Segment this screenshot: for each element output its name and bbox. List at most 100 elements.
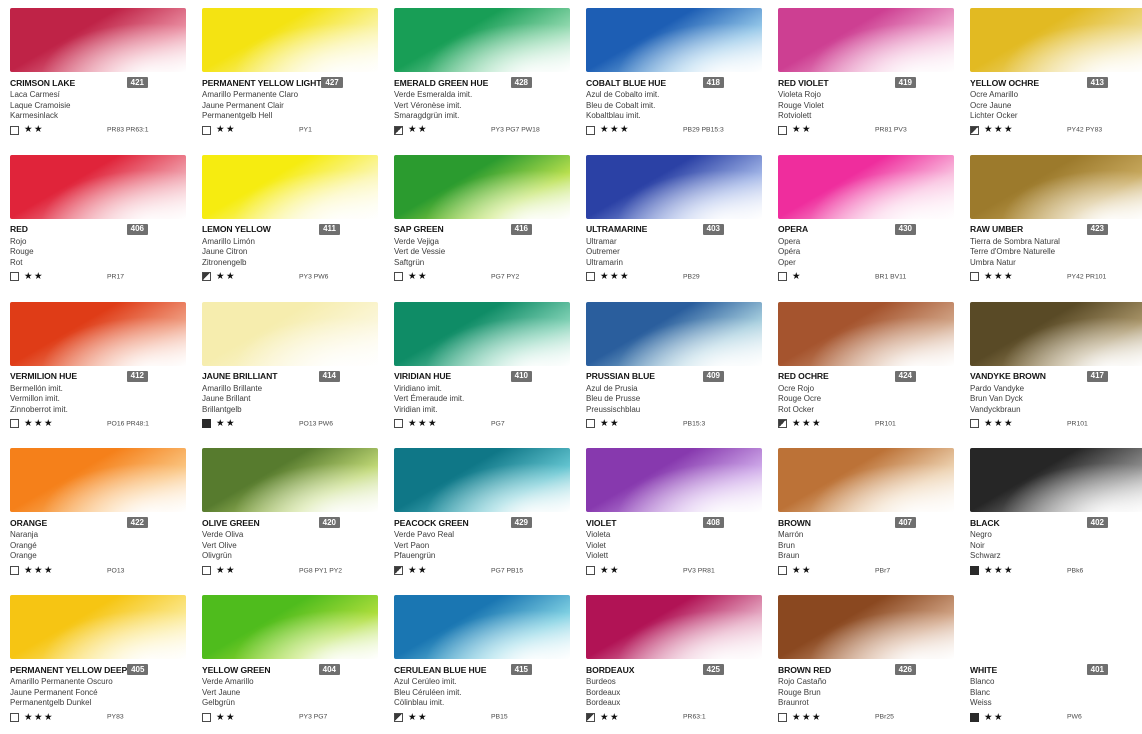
color-card: CERULEAN BLUE HUE 415 Azul Cerúleo imit.… xyxy=(384,587,576,734)
color-name-french: Vert de Vessie xyxy=(394,247,446,257)
color-name-french: Opéra xyxy=(778,247,801,257)
lightfastness-stars: ★★★ xyxy=(792,711,823,723)
watercolor-swatch xyxy=(10,448,186,513)
color-properties: ★★ PG7 PB15 xyxy=(394,565,570,576)
color-name-spanish: Rojo xyxy=(10,236,27,246)
lightfastness-stars: ★ xyxy=(792,271,803,283)
watercolor-swatch xyxy=(778,448,954,513)
color-name-german: Oper xyxy=(778,257,796,267)
color-name-french: Vert Véronèse imit. xyxy=(394,100,462,110)
color-name-spanish: Amarillo Limón xyxy=(202,236,255,246)
pigment-codes: PO16 PR48:1 xyxy=(107,420,149,428)
color-card: OLIVE GREEN 420 Verde Oliva Vert Olive O… xyxy=(192,440,384,587)
color-card: YELLOW GREEN 404 Verde Amarillo Vert Jau… xyxy=(192,587,384,734)
color-properties: ★★ PY1 xyxy=(202,125,378,136)
color-header: WHITE 401 xyxy=(970,664,1108,676)
opacity-box-icon xyxy=(202,419,211,429)
color-name: WHITE xyxy=(970,664,998,675)
color-card: VIOLET 408 Violeta Violet Violett ★★ PV3… xyxy=(576,440,768,587)
opacity-box-icon xyxy=(10,566,19,576)
color-header: BROWN RED 426 xyxy=(778,664,916,676)
color-name-german: Rotviolett xyxy=(778,111,812,121)
lightfastness-stars: ★★★ xyxy=(24,417,55,429)
opacity-box-icon xyxy=(970,712,979,722)
color-name: ORANGE xyxy=(10,517,48,528)
color-header: RAW UMBER 423 xyxy=(970,223,1108,235)
color-properties: ★★ PB15:3 xyxy=(586,418,762,429)
color-name-german: Vandyckbraun xyxy=(970,404,1021,414)
color-header: VERMILION HUE 412 xyxy=(10,370,148,382)
color-header: LEMON YELLOW 411 xyxy=(202,223,340,235)
pigment-codes: PY83 xyxy=(107,713,124,721)
lightfastness-stars: ★★ xyxy=(984,711,1005,723)
pigment-codes: PY42 PR101 xyxy=(1067,273,1107,281)
opacity-box-icon xyxy=(586,125,595,135)
lightfastness-stars: ★★ xyxy=(408,564,429,576)
color-header: OPERA 430 xyxy=(778,223,916,235)
color-header: ORANGE 422 xyxy=(10,517,148,529)
color-name: ULTRAMARINE xyxy=(586,224,648,235)
color-name-german: Weiss xyxy=(970,698,992,708)
color-header: BROWN 407 xyxy=(778,517,916,529)
color-name: PERMANENT YELLOW LIGHT xyxy=(202,77,322,88)
color-properties: ★★★ PB29 xyxy=(586,271,762,282)
color-name-german: Viridian imit. xyxy=(394,404,438,414)
opacity-box-icon xyxy=(10,419,19,429)
color-name-spanish: Laca Carmesí xyxy=(10,90,60,99)
pigment-codes: PR101 xyxy=(1067,420,1088,428)
color-code-badge: 406 xyxy=(126,223,148,235)
color-name-spanish: Ultramar xyxy=(586,236,617,246)
watercolor-swatch xyxy=(586,154,762,219)
pigment-codes: PY42 PY83 xyxy=(1067,126,1103,134)
color-name-spanish: Violeta xyxy=(586,530,611,540)
color-name-german: Preussischblau xyxy=(586,404,641,414)
color-name: PERMANENT YELLOW DEEP xyxy=(10,664,128,675)
color-name: VERMILION HUE xyxy=(10,371,77,382)
color-name: PEACOCK GREEN xyxy=(394,517,469,528)
lightfastness-stars: ★★★ xyxy=(600,124,631,136)
lightfastness-stars: ★★ xyxy=(216,124,237,136)
color-code-badge: 407 xyxy=(894,517,916,529)
color-code-badge: 425 xyxy=(702,664,724,676)
color-properties: ★ BR1 BV11 xyxy=(778,271,954,282)
opacity-box-icon xyxy=(586,566,595,576)
color-header: BLACK 402 xyxy=(970,517,1108,529)
color-card: LEMON YELLOW 411 Amarillo Limón Jaune Ci… xyxy=(192,147,384,294)
color-header: PEACOCK GREEN 429 xyxy=(394,517,532,529)
color-name: EMERALD GREEN HUE xyxy=(394,77,489,88)
color-header: COBALT BLUE HUE 418 xyxy=(586,77,724,88)
color-properties: ★★★ PR101 xyxy=(778,418,954,429)
lightfastness-stars: ★★ xyxy=(24,271,45,283)
opacity-box-icon xyxy=(778,566,787,576)
lightfastness-stars: ★★ xyxy=(216,711,237,723)
color-name-german: Rot xyxy=(10,257,23,267)
color-name-german: Rot Ocker xyxy=(778,404,815,414)
color-header: YELLOW GREEN 404 xyxy=(202,664,340,676)
color-card: VANDYKE BROWN 417 Pardo Vandyke Brun Van… xyxy=(960,294,1142,441)
lightfastness-stars: ★★★ xyxy=(984,124,1015,136)
color-card: EMERALD GREEN HUE 428 Verde Esmeralda im… xyxy=(384,0,576,147)
pigment-codes: PG8 PY1 PY2 xyxy=(299,567,343,575)
color-name-german: Karmesinlack xyxy=(10,111,59,121)
color-properties: ★★ PY3 PG7 xyxy=(202,712,378,723)
watercolor-swatch xyxy=(970,595,1142,660)
color-name-french: Jaune Permanent Foncé xyxy=(10,687,98,697)
color-header: EMERALD GREEN HUE 428 xyxy=(394,77,532,88)
color-header: PERMANENT YELLOW DEEP 405 xyxy=(10,664,149,676)
color-name-french: Vert Émeraude imit. xyxy=(394,394,465,404)
pigment-codes: PB15 xyxy=(491,713,508,721)
color-name-german: Permanentgelb Hell xyxy=(202,111,273,121)
color-properties: ★★★ PY83 xyxy=(10,712,186,723)
lightfastness-stars: ★★ xyxy=(408,124,429,136)
watercolor-swatch xyxy=(970,448,1142,513)
opacity-box-icon xyxy=(778,125,787,135)
color-card: PERMANENT YELLOW DEEP 405 Amarillo Perma… xyxy=(0,587,192,734)
watercolor-swatch xyxy=(394,301,570,366)
watercolor-swatch xyxy=(970,8,1142,72)
color-code-badge: 419 xyxy=(894,77,916,88)
watercolor-swatch xyxy=(10,8,186,72)
opacity-box-icon xyxy=(970,272,979,282)
color-card: BROWN 407 Marrón Brun Braun ★★ PBr7 xyxy=(768,440,960,587)
color-name-spanish: Amarillo Permanente Claro xyxy=(202,90,299,99)
